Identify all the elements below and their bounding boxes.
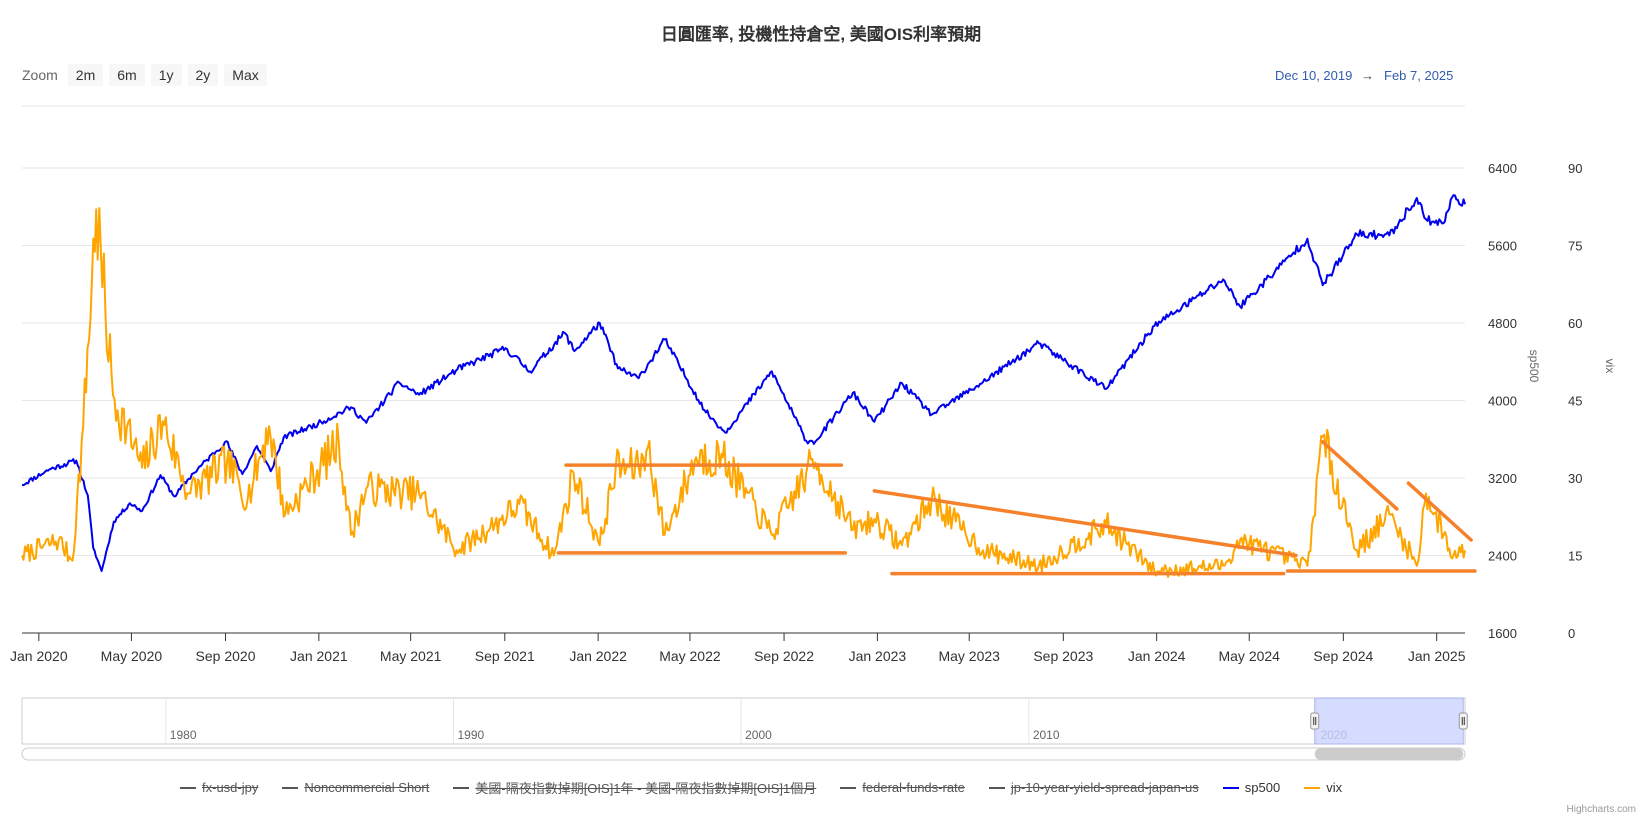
navigator-handle-left[interactable]	[1310, 712, 1320, 730]
sp500-tick-label: 1600	[1488, 626, 1517, 641]
legend-label: jp-10-year-yield-spread-japan-us	[1010, 780, 1199, 795]
vix-tick-label: 90	[1568, 161, 1582, 176]
legend-swatch	[988, 786, 1005, 789]
legend-item-fx-usd-jpy[interactable]: fx-usd-jpy	[180, 780, 258, 795]
sp500-tick-label: 2400	[1488, 549, 1517, 564]
legend-swatch	[1304, 786, 1321, 789]
zoom-bar: Zoom 2m 6m 1y 2y Max	[22, 64, 267, 86]
range-from-input[interactable]: Dec 10, 2019	[1275, 68, 1353, 83]
legend-swatch	[282, 786, 299, 789]
legend-label: Noncommercial Short	[304, 780, 430, 795]
x-tick-label: Sep 2024	[1313, 648, 1373, 664]
legend: fx-usd-jpy Noncommercial Short 美國-隔夜指數掉期[O…	[180, 778, 1640, 797]
x-tick-label: May 2021	[380, 648, 442, 664]
x-tick-label: Jan 2022	[569, 648, 627, 664]
legend-swatch	[840, 786, 857, 789]
legend-label: sp500	[1244, 780, 1281, 795]
navigator-selection[interactable]	[1314, 697, 1464, 745]
x-tick-label: Jan 2024	[1128, 648, 1186, 664]
legend-item-sp500[interactable]: sp500	[1222, 780, 1281, 795]
x-tick-label: May 2023	[938, 648, 1000, 664]
x-tick-label: Jan 2020	[10, 648, 68, 664]
x-tick-label: Jan 2021	[290, 648, 348, 664]
sp500-tick-label: 4800	[1488, 316, 1517, 331]
annotation-layer	[556, 440, 1477, 576]
sp500-line[interactable]	[21, 194, 1466, 572]
x-tick-label: Sep 2023	[1033, 648, 1093, 664]
legend-swatch	[180, 786, 196, 789]
legend-item-jp-10-year-yield-spread-japan-us[interactable]: jp-10-year-yield-spread-japan-us	[988, 780, 1199, 795]
legend-swatch	[453, 786, 470, 789]
x-tick-label: Sep 2021	[475, 648, 535, 664]
legend-item-vix[interactable]: vix	[1304, 780, 1342, 795]
zoom-1y-button[interactable]: 1y	[150, 64, 182, 86]
x-tick-label: Jan 2025	[1408, 648, 1466, 664]
vix-axis-title: vix	[1603, 359, 1617, 374]
axes: 6400 90 5600 75 4800 60 4000 45 3200 30 2400 15 1600…	[10, 161, 1617, 664]
zoom-label: Zoom	[22, 67, 58, 83]
legend-label: fx-usd-jpy	[202, 780, 259, 795]
legend-item-federal-funds-rate[interactable]: federal-funds-rate	[840, 780, 965, 795]
sp500-tick-label: 3200	[1488, 471, 1517, 486]
vix-tick-label: 75	[1568, 239, 1582, 254]
x-tick-label: Jan 2023	[849, 648, 907, 664]
navigator-frame	[21, 697, 1466, 745]
navigator-tick-label: 2000	[745, 728, 772, 742]
sp500-axis-title: sp500	[1527, 350, 1541, 383]
navigator-tick-label: 2010	[1033, 728, 1060, 742]
trendline-annotation	[1406, 481, 1473, 542]
navigator[interactable]: 19801990200020102020	[21, 697, 1468, 761]
x-tick-label: Sep 2022	[754, 648, 814, 664]
legend-label: vix	[1326, 780, 1343, 795]
legend-label: federal-funds-rate	[862, 780, 965, 795]
sp500-tick-label: 5600	[1488, 239, 1517, 254]
sp500-tick-label: 4000	[1488, 394, 1517, 409]
chart-title: 日圓匯率, 投機性持倉空, 美國OIS利率預期	[660, 25, 982, 44]
zoom-2m-button[interactable]: 2m	[67, 64, 104, 86]
vix-tick-label: 0	[1568, 626, 1575, 641]
trendline-annotation	[1320, 440, 1399, 511]
x-tick-label: May 2024	[1218, 648, 1280, 664]
x-tick-label: May 2022	[659, 648, 721, 664]
navigator-tick-label: 1980	[170, 728, 197, 742]
zoom-2y-button[interactable]: 2y	[187, 64, 219, 86]
credits-link[interactable]: Highcharts.com	[1566, 804, 1636, 815]
series-layer	[21, 194, 1466, 578]
x-tick-label: May 2020	[101, 648, 163, 664]
vix-tick-label: 45	[1568, 394, 1582, 409]
scrollbar-track[interactable]	[21, 747, 1466, 761]
x-tick-label: Sep 2020	[196, 648, 256, 664]
legend-item-ois-1-ois-1[interactable]: 美國-隔夜指數掉期[OIS]1年 - 美國-隔夜指數掉期[OIS]1個月	[453, 778, 816, 797]
zoom-6m-button[interactable]: 6m	[109, 64, 145, 86]
vix-tick-label: 15	[1568, 549, 1582, 564]
legend-label: 美國-隔夜指數掉期[OIS]1年 - 美國-隔夜指數掉期[OIS]1個月	[475, 781, 817, 796]
vix-tick-label: 30	[1568, 471, 1582, 486]
vix-tick-label: 60	[1568, 316, 1582, 331]
sp500-tick-label: 6400	[1488, 161, 1517, 176]
navigator-handle-right[interactable]	[1458, 712, 1468, 730]
legend-swatch	[1222, 786, 1239, 789]
scrollbar-thumb[interactable]	[1314, 748, 1464, 760]
range-arrow: →	[1361, 68, 1374, 83]
zoom-max-button[interactable]: Max	[224, 64, 267, 86]
navigator-tick-label: 1990	[458, 728, 485, 742]
range-to-input[interactable]: Feb 7, 2025	[1384, 68, 1454, 83]
legend-item-noncommercial-short[interactable]: Noncommercial Short	[282, 780, 429, 795]
vix-line[interactable]	[21, 207, 1466, 578]
trendline-annotation	[872, 489, 1298, 558]
